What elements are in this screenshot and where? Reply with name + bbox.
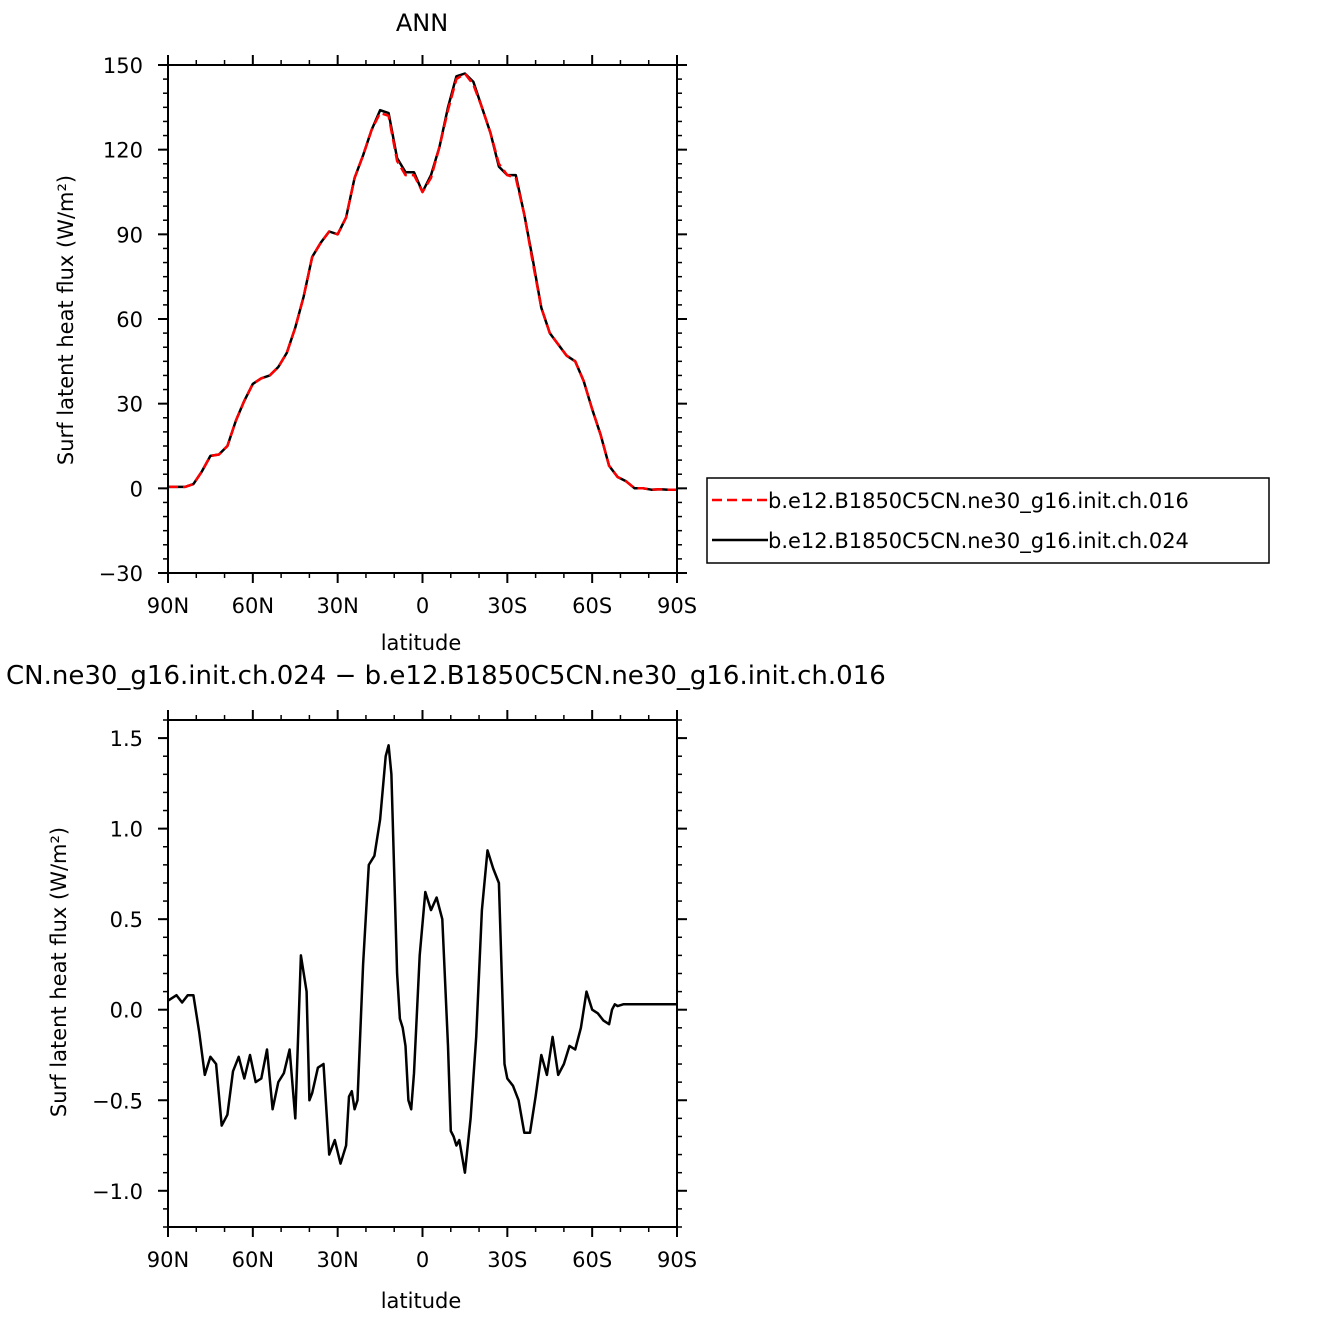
top-title: ANN [396,9,448,37]
bottom-series-line-1 [167,744,677,1174]
top-y-tick-label: 90 [116,223,143,247]
bottom-plot-frame [167,719,678,1228]
bottom-y-tick-label: 1.5 [110,727,143,751]
top-x-tick-label: 90N [147,594,189,618]
legend-label-series-1: b.e12.B1850C5CN.ne30_g16.init.ch.016 [768,489,1189,514]
bottom-x-tick-label: 90S [657,1248,697,1272]
top-series-line-1 [168,72,677,491]
top-y-tick-label: −30 [99,562,143,586]
bottom-axis-ticks: 90N 60N 30N 0 30S 60S 90S −1.0 −0.5 0.0 0.5 1.0 1.5 [92,710,697,1272]
top-series-group [168,72,677,491]
top-panel: ANN Surf latent heat flux (W/m²) latitud… [54,9,697,655]
legend-box [706,477,1270,564]
top-y-axis-label: Surf latent heat flux (W/m²) [54,175,78,465]
top-x-axis-label: latitude [381,631,462,655]
bottom-title: CN.ne30_g16.init.ch.024 − b.e12.B1850C5C… [6,661,886,691]
top-y-tick-label: 150 [103,54,143,78]
bottom-x-tick-label: 30S [487,1248,527,1272]
top-x-tick-label: 30S [487,594,527,618]
bottom-y-tick-label: −0.5 [92,1089,143,1113]
top-axis-ticks: 90N 60N 30N 0 30S 60S 90S −30 0 30 60 90 120 150 [99,54,697,618]
top-plot-frame [167,64,678,574]
top-y-tick-label: 120 [103,139,143,163]
bottom-x-axis-label: latitude [381,1289,462,1313]
top-x-tick-label: 0 [416,594,429,618]
bottom-y-tick-label: 0.5 [110,908,143,932]
bottom-x-tick-label: 30N [316,1248,358,1272]
top-y-tick-label: 0 [130,477,143,501]
top-x-tick-label: 90S [657,594,697,618]
top-y-tick-label: 30 [116,393,143,417]
top-x-tick-label: 60N [232,594,274,618]
bottom-x-tick-label: 60N [232,1248,274,1272]
legend: b.e12.B1850C5CN.ne30_g16.init.ch.016 b.e… [706,477,1270,564]
legend-label-series-2: b.e12.B1850C5CN.ne30_g16.init.ch.024 [768,529,1189,554]
top-y-tick-label: 60 [116,308,143,332]
bottom-y-tick-label: −1.0 [92,1180,143,1204]
top-x-tick-label: 60S [572,594,612,618]
bottom-y-tick-label: 0.0 [110,999,143,1023]
bottom-x-tick-label: 0 [416,1248,429,1272]
bottom-x-tick-label: 90N [147,1248,189,1272]
bottom-y-axis-label: Surf latent heat flux (W/m²) [47,827,71,1117]
top-x-tick-label: 30N [316,594,358,618]
bottom-y-tick-label: 1.0 [110,818,143,842]
bottom-panel: CN.ne30_g16.init.ch.024 − b.e12.B1850C5C… [6,661,886,1313]
top-series-line-2 [168,72,677,491]
bottom-series-group [167,744,677,1174]
bottom-x-tick-label: 60S [572,1248,612,1272]
